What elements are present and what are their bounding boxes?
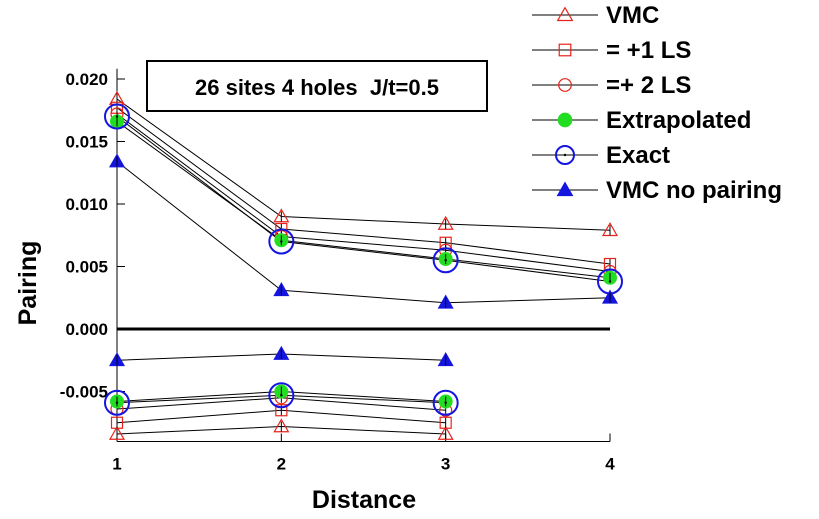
legend-item: VMC no pairing — [532, 177, 782, 204]
markers-exact — [104, 103, 623, 416]
y-axis-label: Pairing — [14, 241, 42, 326]
data-point — [108, 352, 126, 367]
data-point — [274, 233, 289, 248]
legend: VMC = +1 LS =+ 2 LS Extrapolated Exact VMC no… — [532, 2, 782, 204]
series-line — [116, 121, 611, 279]
legend-item: = +1 LS — [532, 37, 691, 64]
series-line — [116, 98, 611, 231]
data-point — [558, 43, 572, 57]
series-line — [116, 113, 611, 272]
data-point — [557, 112, 573, 128]
x-axis: 1 2 3 4 — [112, 433, 615, 474]
y-tick-label: 0.020 — [65, 70, 108, 89]
data-point — [558, 78, 572, 92]
data-point — [273, 345, 290, 360]
legend-item: VMC — [532, 2, 659, 29]
y-tick-label: 0.005 — [65, 258, 108, 277]
data-point — [555, 145, 575, 165]
data-point — [437, 215, 454, 230]
legend-label: Exact — [606, 142, 670, 169]
series-layer — [104, 90, 623, 440]
annotation-text: 26 sites 4 holes J/t=0.5 — [195, 75, 439, 100]
x-tick-label: 1 — [112, 455, 121, 474]
data-point — [108, 425, 126, 440]
data-point — [108, 153, 126, 168]
x-axis-label: Distance — [312, 486, 416, 514]
legend-label: VMC no pairing — [606, 177, 782, 204]
data-point — [556, 181, 574, 197]
data-point — [601, 289, 619, 304]
series-line — [116, 161, 611, 304]
legend-label: = +1 LS — [606, 37, 691, 64]
series-vmc — [116, 98, 611, 435]
data-point — [110, 114, 124, 129]
data-point — [556, 6, 574, 22]
data-point — [437, 294, 454, 309]
legend-label: Extrapolated — [606, 107, 751, 134]
markers-extrapolated — [110, 114, 617, 409]
data-point — [104, 389, 130, 416]
data-point — [110, 416, 124, 429]
markers-vmc-no-pairing — [108, 153, 619, 367]
legend-item: Extrapolated — [532, 107, 751, 134]
data-point — [274, 384, 289, 399]
y-tick-label: 0.010 — [65, 195, 108, 214]
data-point — [601, 222, 619, 237]
data-point — [273, 208, 290, 223]
x-tick-label: 2 — [277, 455, 286, 474]
y-tick-label: 0.015 — [65, 133, 108, 152]
data-point — [273, 282, 290, 297]
y-tick-label: -0.005 — [60, 383, 108, 402]
series-line — [116, 107, 611, 265]
y-tick-label: 0.000 — [65, 320, 108, 339]
data-point — [104, 103, 130, 130]
data-point — [438, 394, 453, 409]
data-point — [439, 416, 452, 429]
x-tick-label: 4 — [605, 455, 615, 474]
data-point — [432, 247, 459, 274]
legend-label: VMC — [606, 2, 659, 29]
x-tick-label: 3 — [441, 455, 450, 474]
data-point — [273, 418, 290, 433]
data-point — [110, 394, 124, 409]
data-point — [268, 382, 295, 409]
legend-item: =+ 2 LS — [532, 72, 691, 99]
series-line — [116, 116, 611, 282]
legend-label: =+ 2 LS — [606, 72, 691, 99]
data-point — [268, 228, 295, 255]
y-axis: 0.020 0.015 0.010 0.005 0.000 -0.005 — [60, 68, 125, 442]
legend-item: Exact — [532, 142, 670, 169]
markers-1-ls — [110, 101, 617, 429]
data-point — [438, 252, 453, 266]
data-point — [432, 389, 459, 416]
data-point — [437, 352, 454, 367]
data-point — [437, 425, 454, 440]
annotation-box: 26 sites 4 holes J/t=0.5 — [146, 60, 488, 112]
markers-vmc — [108, 90, 619, 440]
series-2-ls — [116, 113, 611, 411]
series-exact — [116, 116, 611, 404]
